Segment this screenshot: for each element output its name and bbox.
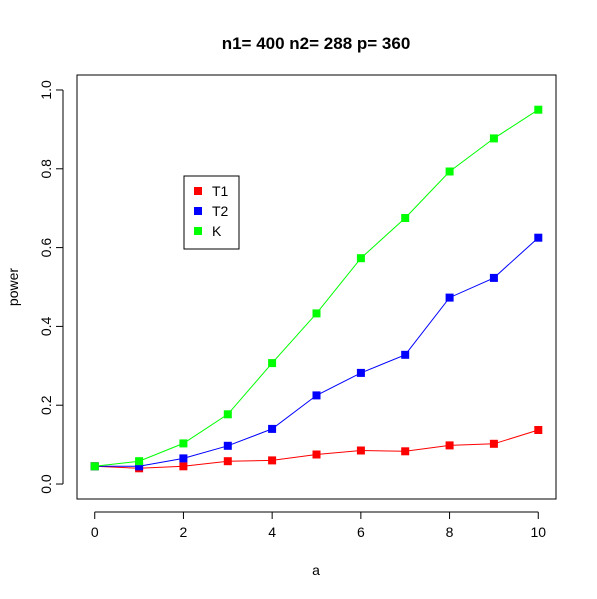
data-point bbox=[223, 441, 232, 450]
data-point bbox=[179, 462, 188, 471]
y-tick-label: 0.0 bbox=[38, 474, 54, 494]
y-tick-label: 0.2 bbox=[38, 395, 54, 415]
data-point bbox=[90, 462, 99, 471]
series-layer bbox=[90, 105, 543, 473]
data-point bbox=[489, 439, 498, 448]
data-point bbox=[223, 457, 232, 466]
series-k bbox=[90, 105, 543, 471]
data-point bbox=[445, 293, 454, 302]
chart-title: n1= 400 n2= 288 p= 360 bbox=[222, 34, 411, 53]
x-tick-label: 4 bbox=[268, 524, 276, 540]
series-t1 bbox=[90, 426, 543, 473]
data-point bbox=[268, 456, 277, 465]
legend-marker bbox=[194, 227, 202, 235]
x-axis: 0 2 4 6 8 10 bbox=[91, 511, 546, 540]
legend-box bbox=[183, 175, 240, 250]
data-point bbox=[534, 233, 543, 242]
data-point bbox=[534, 426, 543, 434]
series-line bbox=[94, 237, 539, 467]
y-tick-label: 0.8 bbox=[38, 159, 54, 179]
legend: T1 T2 K bbox=[183, 175, 240, 250]
data-point bbox=[312, 309, 321, 318]
data-point bbox=[356, 368, 365, 377]
data-point bbox=[401, 350, 410, 359]
x-tick-label: 6 bbox=[357, 524, 365, 540]
data-point bbox=[268, 359, 277, 368]
x-tick-label: 8 bbox=[446, 524, 454, 540]
legend-marker bbox=[194, 207, 202, 215]
data-point bbox=[356, 446, 365, 455]
data-point bbox=[135, 462, 144, 471]
x-axis-label: a bbox=[312, 562, 320, 578]
legend-label: K bbox=[212, 223, 222, 239]
x-tick-label: 2 bbox=[180, 524, 188, 540]
data-point bbox=[489, 273, 498, 282]
legend-label: T2 bbox=[212, 203, 229, 219]
data-point bbox=[534, 105, 543, 114]
data-point bbox=[445, 167, 454, 176]
data-point bbox=[401, 214, 410, 222]
data-point bbox=[401, 447, 410, 456]
x-tick-label: 10 bbox=[530, 524, 546, 540]
plot-frame bbox=[76, 74, 557, 500]
y-axis: 0.0 0.2 0.4 0.6 0.8 1.0 bbox=[38, 80, 64, 494]
data-point bbox=[489, 134, 498, 143]
data-point bbox=[179, 454, 188, 463]
data-point bbox=[268, 424, 277, 433]
legend-label: T1 bbox=[212, 183, 229, 199]
y-axis-label: power bbox=[5, 268, 21, 306]
y-tick-label: 0.4 bbox=[38, 316, 54, 336]
y-tick-label: 1.0 bbox=[38, 80, 54, 100]
legend-marker bbox=[194, 187, 202, 195]
data-point bbox=[179, 439, 188, 448]
data-point bbox=[223, 410, 232, 419]
data-point bbox=[312, 450, 321, 459]
y-tick-label: 0.6 bbox=[38, 238, 54, 258]
data-point bbox=[445, 441, 454, 450]
data-point bbox=[135, 457, 144, 466]
data-point bbox=[356, 254, 365, 263]
data-point bbox=[312, 391, 321, 400]
x-tick-label: 0 bbox=[91, 524, 99, 540]
series-t2 bbox=[90, 233, 543, 471]
